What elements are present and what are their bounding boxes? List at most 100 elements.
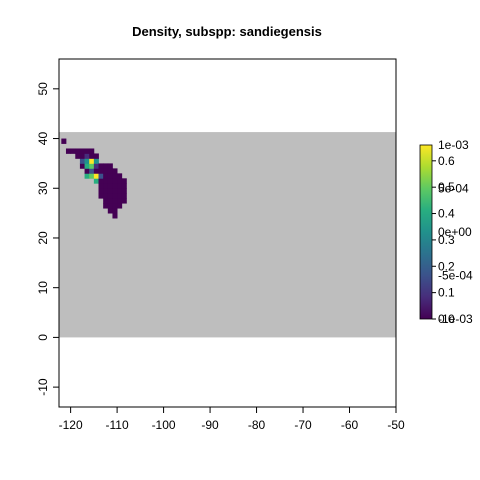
x-tick-label: -110 <box>106 418 129 432</box>
colorbar-bar <box>420 145 432 319</box>
density-cell <box>108 208 113 213</box>
density-cell <box>108 193 113 198</box>
density-cell <box>61 139 66 144</box>
density-cell <box>99 188 104 193</box>
colorbar-secondary-label: -5e-04 <box>438 269 473 283</box>
y-axis: -10 0 10 20 30 40 50 <box>36 82 59 396</box>
colorbar-secondary-label: 1e-03 <box>438 138 469 152</box>
density-cell <box>94 158 99 163</box>
density-cell <box>112 193 117 198</box>
density-cell <box>89 168 94 173</box>
density-cell <box>103 198 108 203</box>
y-tick-label: 10 <box>36 281 50 295</box>
colorbar-tick-label: 0.6 <box>438 154 455 168</box>
density-cell <box>117 193 122 198</box>
density-cell <box>85 148 90 153</box>
density-cell <box>112 188 117 193</box>
density-cell <box>80 148 85 153</box>
density-cell <box>103 168 108 173</box>
density-cell <box>89 148 94 153</box>
density-cell <box>89 163 94 168</box>
background-region <box>59 132 396 337</box>
colorbar-tick-label: 0.1 <box>438 286 455 300</box>
density-cell <box>117 203 122 208</box>
density-cell <box>117 198 122 203</box>
x-tick-label: -90 <box>201 418 219 432</box>
density-cell <box>85 173 90 178</box>
density-cell <box>94 178 99 183</box>
density-cell <box>71 148 76 153</box>
density-cell <box>117 173 122 178</box>
density-cell <box>85 168 90 173</box>
density-cell <box>108 188 113 193</box>
density-cell <box>103 203 108 208</box>
density-cell <box>89 173 94 178</box>
density-cell <box>75 153 80 158</box>
density-cell <box>99 168 104 173</box>
density-cell <box>99 178 104 183</box>
x-tick-label: -60 <box>341 418 359 432</box>
density-cell <box>94 153 99 158</box>
density-cell <box>80 158 85 163</box>
density-cell <box>112 213 117 218</box>
colorbar-secondary-label: 5e-04 <box>438 182 469 196</box>
y-tick-label: 50 <box>36 82 50 96</box>
density-cell <box>66 148 71 153</box>
density-cell <box>103 178 108 183</box>
colorbar-secondary-label: 0e+00 <box>438 225 472 239</box>
density-cell <box>117 178 122 183</box>
density-cell <box>108 198 113 203</box>
density-cell <box>103 188 108 193</box>
density-cell <box>80 153 85 158</box>
y-tick-label: -10 <box>36 378 50 396</box>
x-tick-label: -70 <box>294 418 312 432</box>
x-tick-label: -50 <box>387 418 405 432</box>
x-axis: -120 -110 -100 -90 -80 -70 -60 -50 <box>59 407 405 432</box>
density-cell <box>94 163 99 168</box>
density-cell <box>94 168 99 173</box>
density-cell <box>99 193 104 198</box>
colorbar-legend: 0.0 0.1 0.2 0.3 0.4 0.5 0.6 -1e-03 -5e-04 0e+00 5e… <box>420 138 473 326</box>
density-cell <box>85 158 90 163</box>
x-tick-label: -100 <box>152 418 176 432</box>
density-cell <box>112 173 117 178</box>
density-cell <box>108 183 113 188</box>
density-cell <box>108 203 113 208</box>
x-tick-label: -80 <box>248 418 266 432</box>
density-cell <box>122 193 127 198</box>
density-cell <box>122 198 127 203</box>
density-cell <box>117 188 122 193</box>
colorbar-secondary-label: -1e-03 <box>438 312 473 326</box>
density-cell <box>99 183 104 188</box>
density-cell <box>85 163 90 168</box>
density-cell <box>108 173 113 178</box>
y-tick-label: 30 <box>36 181 50 195</box>
density-cell <box>103 193 108 198</box>
density-cell <box>117 183 122 188</box>
density-cell <box>112 203 117 208</box>
density-cell <box>108 163 113 168</box>
density-cell <box>99 163 104 168</box>
chart-title: Density, subspp: sandiegensis <box>132 24 322 39</box>
density-cell <box>94 173 99 178</box>
density-cell <box>112 168 117 173</box>
density-cell <box>122 178 127 183</box>
plot-area <box>59 59 396 407</box>
density-cell <box>89 158 94 163</box>
colorbar-tick-label: 0.4 <box>438 207 455 221</box>
y-tick-label: 40 <box>36 132 50 146</box>
density-cell <box>112 208 117 213</box>
density-cell <box>103 163 108 168</box>
density-cell <box>108 168 113 173</box>
y-tick-label: 20 <box>36 231 50 245</box>
density-cell <box>89 153 94 158</box>
density-cell <box>108 178 113 183</box>
density-cell <box>103 173 108 178</box>
density-cell <box>80 163 85 168</box>
density-cell <box>103 183 108 188</box>
x-tick-label: -120 <box>59 418 83 432</box>
density-cell <box>99 173 104 178</box>
density-cell <box>112 178 117 183</box>
density-cell <box>85 153 90 158</box>
